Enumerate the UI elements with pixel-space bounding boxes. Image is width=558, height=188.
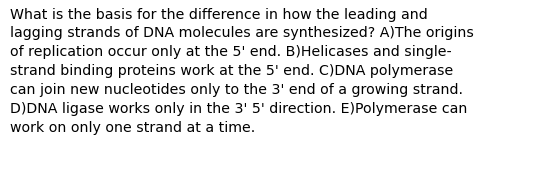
Text: What is the basis for the difference in how the leading and
lagging strands of D: What is the basis for the difference in … [10, 8, 474, 135]
